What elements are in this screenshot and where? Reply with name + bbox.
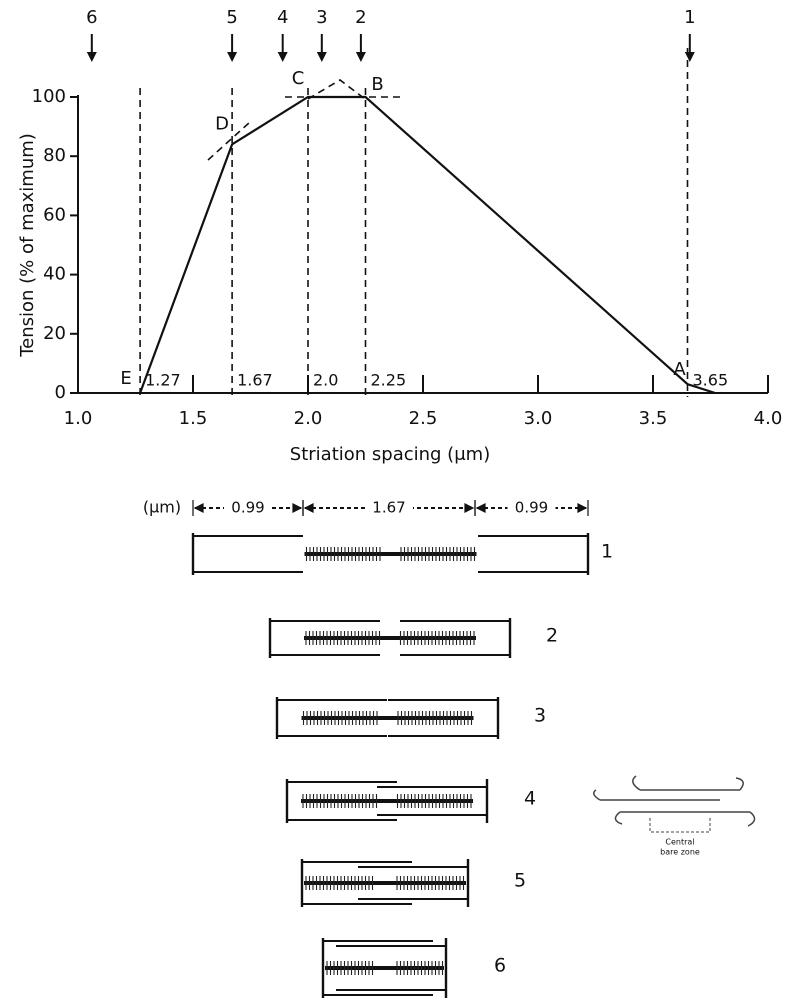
thin-filaments (323, 940, 446, 996)
thin-filaments (287, 781, 487, 821)
sarcomere-label: 3 (534, 705, 546, 727)
cross-bridges (326, 961, 444, 975)
dimension-arrows (302, 500, 476, 516)
marker-arrowhead (355, 52, 366, 62)
marker-arrowhead (277, 52, 288, 62)
x-tick-label: 2.0 (294, 408, 323, 429)
dimension-label: 0.99 (231, 499, 264, 517)
dimension-label: 0.99 (515, 499, 548, 517)
marker-label: 3 (316, 7, 327, 28)
tangent-d (207, 121, 251, 161)
sarcomere-label: 4 (524, 788, 536, 810)
marker-label: 4 (277, 7, 288, 28)
cross-bridges (305, 631, 475, 645)
z-lines (268, 618, 512, 658)
extrapolation (307, 79, 366, 100)
inset-caption: Central (665, 838, 694, 847)
point-label: C (292, 68, 305, 89)
dimension-label-bg (224, 498, 272, 518)
thin-filaments (277, 699, 498, 737)
point-label: B (371, 74, 383, 95)
x-tick-label: 1.0 (64, 408, 93, 429)
x-tick-label: 1.5 (179, 408, 208, 429)
y-tick-label: 80 (43, 145, 66, 166)
y-axis-label: Tension (% of maximum) (17, 133, 38, 358)
thin-filaments (302, 861, 468, 905)
sarcomere-label: 1 (601, 541, 613, 563)
dimension-arrows (474, 500, 589, 516)
x-tick-label: 4.0 (754, 408, 783, 429)
sarcomere-label: 2 (546, 625, 558, 647)
point-label: D (215, 113, 229, 134)
reference-label: 1.27 (145, 371, 181, 390)
z-lines (321, 938, 448, 998)
marker-arrowhead (316, 52, 327, 62)
y-tick-label: 20 (43, 323, 66, 344)
reference-label: 2.25 (371, 371, 407, 390)
reference-label: 1.67 (237, 371, 273, 390)
marker-label: 6 (86, 7, 97, 28)
marker-arrowhead (227, 52, 238, 62)
sarcomere-label: 5 (514, 870, 526, 892)
marker-label: 2 (355, 7, 366, 28)
dimension-label-bg (365, 498, 413, 518)
x-tick-label: 3.5 (639, 408, 668, 429)
dimension-label-bg (507, 498, 556, 518)
thin-filaments (270, 620, 510, 656)
point-label: A (673, 359, 686, 380)
x-tick-label: 2.5 (409, 408, 438, 429)
dimension-arrows (192, 500, 304, 516)
dimension-label: 1.67 (372, 499, 405, 517)
tension-curve (139, 95, 716, 395)
inset-bracket (649, 818, 711, 833)
unit-label: (μm) (143, 498, 181, 517)
cross-bridges (302, 794, 472, 808)
y-tick-label: 40 (43, 264, 66, 285)
reference-label: 3.65 (693, 371, 729, 390)
marker-label: 1 (684, 7, 695, 28)
inset-filaments (593, 775, 756, 827)
x-axis-label: Striation spacing (μm) (290, 444, 490, 465)
marker-label: 5 (226, 7, 237, 28)
point-label: E (120, 368, 131, 389)
reference-label: 2.0 (313, 371, 338, 390)
thin-filaments (193, 535, 588, 573)
inset-caption: bare zone (660, 848, 700, 857)
z-lines (191, 533, 590, 575)
marker-arrowhead (86, 52, 97, 62)
y-tick-label: 60 (43, 204, 66, 225)
y-tick-label: 0 (55, 382, 66, 403)
x-tick-label: 3.0 (524, 408, 553, 429)
cross-bridges (305, 876, 465, 890)
cross-bridges (305, 547, 476, 561)
cross-bridges (302, 711, 473, 725)
z-lines (275, 697, 500, 739)
y-tick-label: 100 (32, 86, 66, 107)
sarcomere-label: 6 (494, 955, 506, 977)
marker-arrowhead (684, 52, 695, 62)
